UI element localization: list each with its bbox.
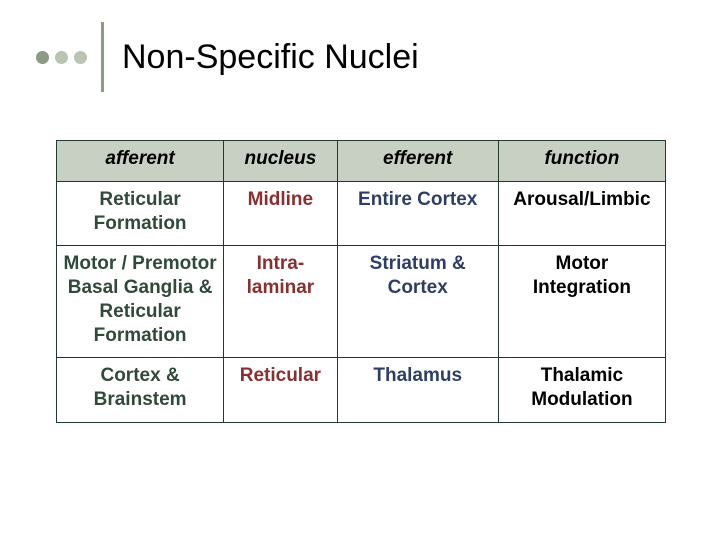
bullet-dots: [36, 51, 87, 64]
cell-nucleus: Midline: [224, 181, 337, 246]
col-header-function: function: [498, 141, 665, 182]
cell-afferent: Reticular Formation: [57, 181, 224, 246]
cell-nucleus: Intra-laminar: [224, 246, 337, 358]
cell-efferent: Entire Cortex: [337, 181, 498, 246]
table-row: Motor / Premotor Basal Ganglia & Reticul…: [57, 246, 666, 358]
table-body: Reticular Formation Midline Entire Corte…: [57, 181, 666, 422]
dot-icon: [74, 51, 87, 64]
table-row: Reticular Formation Midline Entire Corte…: [57, 181, 666, 246]
table-row: Cortex & Brainstem Reticular Thalamus Th…: [57, 358, 666, 423]
cell-afferent: Motor / Premotor Basal Ganglia & Reticul…: [57, 246, 224, 358]
col-header-nucleus: nucleus: [224, 141, 337, 182]
vertical-divider-icon: [101, 22, 104, 92]
cell-function: Thalamic Modulation: [498, 358, 665, 423]
cell-function: Motor Integration: [498, 246, 665, 358]
page-title: Non-Specific Nuclei: [122, 38, 419, 77]
col-header-afferent: afferent: [57, 141, 224, 182]
cell-efferent: Striatum & Cortex: [337, 246, 498, 358]
col-header-efferent: efferent: [337, 141, 498, 182]
cell-efferent: Thalamus: [337, 358, 498, 423]
slide-header: Non-Specific Nuclei: [36, 22, 419, 92]
cell-function: Arousal/Limbic: [498, 181, 665, 246]
nuclei-table-container: afferent nucleus efferent function Retic…: [56, 140, 666, 423]
cell-nucleus: Reticular: [224, 358, 337, 423]
dot-icon: [55, 51, 68, 64]
dot-icon: [36, 51, 49, 64]
table-header-row: afferent nucleus efferent function: [57, 141, 666, 182]
cell-afferent: Cortex & Brainstem: [57, 358, 224, 423]
nuclei-table: afferent nucleus efferent function Retic…: [56, 140, 666, 423]
